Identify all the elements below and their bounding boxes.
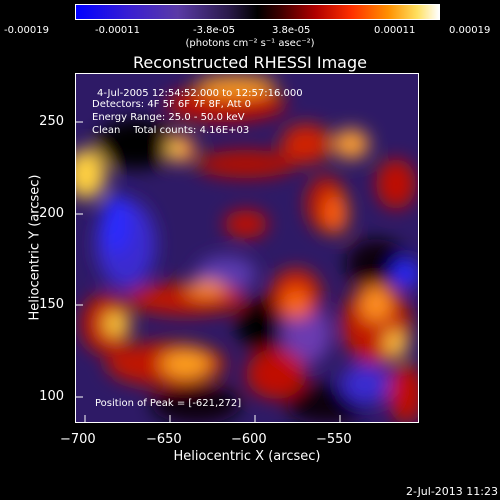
energy-range-annotation: Energy Range: 25.0 - 50.0 keV xyxy=(92,112,245,123)
y-tick-label: 100 xyxy=(39,389,64,404)
y-tick-label: 200 xyxy=(39,206,64,221)
time-range-annotation: 4-Jul-2005 12:54:52.000 to 12:57:16.000 xyxy=(97,88,303,99)
colorbar-tick: -0.00011 xyxy=(95,25,140,36)
colorbar-tick: 0.00019 xyxy=(449,25,491,36)
y-axis-label: Heliocentric Y (arcsec) xyxy=(27,174,43,321)
colorbar-tick: -0.00019 xyxy=(4,25,49,36)
peak-position-annotation: Position of Peak = [-621,272] xyxy=(95,398,242,409)
colorbar-tick: 3.8e-05 xyxy=(272,25,311,36)
footer-date: 2-Jul-2013 11:23 xyxy=(405,485,498,498)
x-tick-label: −550 xyxy=(316,432,352,447)
x-tick-label: −600 xyxy=(231,432,267,447)
image-plot: 4-Jul-2005 12:54:52.000 to 12:57:16.000 … xyxy=(75,73,419,423)
plot-title: Reconstructed RHESSI Image xyxy=(133,53,367,72)
colorbar-unit: (photons cm⁻² s⁻¹ asec⁻²) xyxy=(185,38,315,49)
x-tick-label: −650 xyxy=(146,432,182,447)
y-tick-label: 250 xyxy=(39,114,64,129)
clean-counts-annotation: Clean Total counts: 4.16E+03 xyxy=(92,125,250,136)
colorbar-tick: 0.00011 xyxy=(374,25,416,36)
colorbar xyxy=(75,4,440,20)
rhessi-image xyxy=(76,74,418,422)
detectors-annotation: Detectors: 4F 5F 6F 7F 8F, Att 0 xyxy=(92,99,252,110)
x-axis-label: Heliocentric X (arcsec) xyxy=(173,449,321,464)
colorbar-tick: -3.8e-05 xyxy=(193,25,235,36)
x-tick-label: −700 xyxy=(60,432,96,447)
y-tick-label: 150 xyxy=(39,297,64,312)
